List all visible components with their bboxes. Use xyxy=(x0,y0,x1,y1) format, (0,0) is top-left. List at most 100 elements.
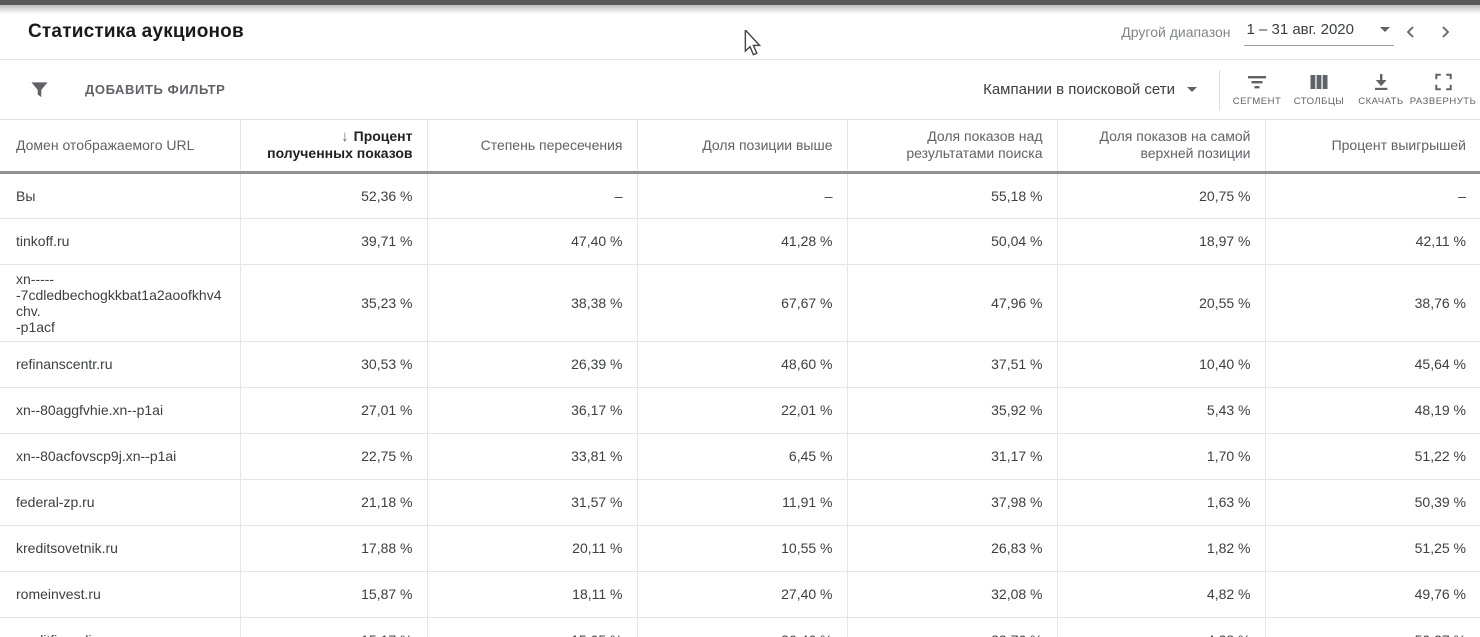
value-cell: 11,91 % xyxy=(636,478,847,525)
next-range-button[interactable] xyxy=(1428,15,1462,49)
value-cell: 47,40 % xyxy=(426,217,637,264)
domain-cell: xn--80acfovscp9j.xn--p1ai xyxy=(0,432,240,479)
value-cell: 10,55 % xyxy=(636,524,847,571)
value-cell: 27,40 % xyxy=(636,570,847,617)
value-cell: 27,01 % xyxy=(239,386,427,433)
value-cell: 55,18 % xyxy=(846,172,1057,218)
value-cell: 17,88 % xyxy=(239,524,427,571)
value-cell: 1,63 % xyxy=(1056,478,1265,525)
table-header-row: Домен отображаемого URL ↓ Процент получен… xyxy=(0,120,1480,172)
value-cell: 22,01 % xyxy=(636,386,847,433)
column-header-outranking-share[interactable]: Процент выигрышей xyxy=(1264,120,1480,172)
value-cell: 50,27 % xyxy=(1264,616,1480,637)
value-cell: 26,39 % xyxy=(426,340,637,387)
table-row: xn--80acfovscp9j.xn--p1ai 22,75 % 33,81 … xyxy=(0,432,1480,479)
auction-insights-table: Домен отображаемого URL ↓ Процент получен… xyxy=(0,120,1480,637)
table-row: romeinvest.ru 15,87 % 18,11 % 27,40 % 32… xyxy=(0,570,1480,617)
columns-button[interactable]: СТОЛБЦЫ xyxy=(1288,64,1350,116)
value-cell: – xyxy=(636,172,847,218)
fullscreen-icon xyxy=(1434,73,1452,90)
value-cell: 38,76 % xyxy=(1264,263,1480,341)
campaign-type-selector[interactable]: Кампании в поисковой сети xyxy=(983,81,1197,98)
filter-toolbar: ДОБАВИТЬ ФИЛЬТР Кампании в поисковой сет… xyxy=(0,60,1480,120)
value-cell: 4,28 % xyxy=(1056,616,1265,637)
table-row: xn----- -7cdledbechogkkbat1a2aoofkhv4chv… xyxy=(0,263,1480,341)
table-row: tinkoff.ru 39,71 % 47,40 % 41,28 % 50,04… xyxy=(0,217,1480,264)
value-cell: 42,11 % xyxy=(1264,217,1480,264)
sort-descending-icon: ↓ xyxy=(341,128,349,146)
table-row: xn--80aggfvhie.xn--p1ai 27,01 % 36,17 % … xyxy=(0,386,1480,433)
caret-down-icon xyxy=(1380,26,1390,32)
column-header-overlap-rate[interactable]: Степень пересечения xyxy=(426,120,637,172)
columns-icon xyxy=(1310,74,1328,89)
page-header: Статистика аукционов Другой диапазон 1 –… xyxy=(0,5,1480,60)
filter-button[interactable] xyxy=(30,81,49,99)
value-cell: 45,64 % xyxy=(1264,340,1480,387)
download-icon xyxy=(1375,73,1388,90)
value-cell: 20,11 % xyxy=(426,524,637,571)
domain-cell: Вы xyxy=(16,187,36,204)
domain-cell: refinanscentr.ru xyxy=(0,340,240,387)
value-cell: 23,76 % xyxy=(846,616,1057,637)
value-cell: 26,83 % xyxy=(846,524,1057,571)
column-header-domain[interactable]: Домен отображаемого URL xyxy=(16,136,195,153)
value-cell: 37,51 % xyxy=(846,340,1057,387)
domain-cell: romeinvest.ru xyxy=(0,570,240,617)
value-cell: 38,38 % xyxy=(426,263,637,341)
value-cell: 51,22 % xyxy=(1264,432,1480,479)
value-cell: 49,76 % xyxy=(1264,570,1480,617)
value-cell: 50,39 % xyxy=(1264,478,1480,525)
value-cell: 67,67 % xyxy=(636,263,847,341)
value-cell: 30,53 % xyxy=(239,340,427,387)
table-row: kreditsovetnik.ru 17,88 % 20,11 % 10,55 … xyxy=(0,524,1480,571)
value-cell: 15,05 % xyxy=(426,616,637,637)
value-cell: 48,19 % xyxy=(1264,386,1480,433)
value-cell: 21,18 % xyxy=(239,478,427,525)
column-header-position-above-rate[interactable]: Доля позиции выше xyxy=(636,120,847,172)
add-filter-button[interactable]: ДОБАВИТЬ ФИЛЬТР xyxy=(85,82,226,97)
segment-button[interactable]: СЕГМЕНТ xyxy=(1226,64,1288,116)
table-row: creditfin-online.ru 15,17 % 15,05 % 26,4… xyxy=(0,616,1480,637)
value-cell: 22,75 % xyxy=(239,432,427,479)
value-cell: 48,60 % xyxy=(636,340,847,387)
value-cell: 41,28 % xyxy=(636,217,847,264)
table-row: refinanscentr.ru 30,53 % 26,39 % 48,60 %… xyxy=(0,340,1480,387)
chevron-right-icon xyxy=(1442,26,1450,38)
value-cell: 1,82 % xyxy=(1056,524,1265,571)
value-cell: 18,11 % xyxy=(426,570,637,617)
caret-down-icon xyxy=(1187,87,1197,92)
value-cell: 35,92 % xyxy=(846,386,1057,433)
date-range-value: 1 – 31 авг. 2020 xyxy=(1246,20,1354,38)
domain-cell: xn--80aggfvhie.xn--p1ai xyxy=(0,386,240,433)
value-cell: 50,04 % xyxy=(846,217,1057,264)
column-header-top-of-page-rate[interactable]: Доля показов над результатами поиска xyxy=(846,120,1057,172)
value-cell: 4,82 % xyxy=(1056,570,1265,617)
window-top-edge xyxy=(0,0,1480,5)
value-cell: 15,87 % xyxy=(239,570,427,617)
column-header-impression-share[interactable]: ↓ Процент полученных показов xyxy=(239,120,427,172)
columns-button-label: СТОЛБЦЫ xyxy=(1293,95,1345,107)
download-button[interactable]: СКАЧАТЬ xyxy=(1350,64,1412,116)
value-cell: 6,45 % xyxy=(636,432,847,479)
value-cell: 26,46 % xyxy=(636,616,847,637)
table-tools: Кампании в поисковой сети СЕГМЕНТ СТ xyxy=(983,60,1480,119)
date-range-label: Другой диапазон xyxy=(1121,24,1231,40)
domain-cell: xn----- -7cdledbechogkkbat1a2aoofkhv4chv… xyxy=(0,263,240,341)
domain-cell: kreditsovetnik.ru xyxy=(0,524,240,571)
previous-range-button[interactable] xyxy=(1394,15,1428,49)
table-row: Вы 52,36 % – – 55,18 % 20,75 % – xyxy=(0,172,1480,218)
segment-button-label: СЕГМЕНТ xyxy=(1232,95,1282,107)
expand-button[interactable]: РАЗВЕРНУТЬ xyxy=(1410,64,1476,116)
value-cell: 18,97 % xyxy=(1056,217,1265,264)
download-button-label: СКАЧАТЬ xyxy=(1358,95,1404,107)
page-title: Статистика аукционов xyxy=(28,21,244,42)
column-header-abs-top-of-page-rate[interactable]: Доля показов на самой верхней позиции xyxy=(1056,120,1265,172)
funnel-icon xyxy=(31,81,48,97)
value-cell: 31,57 % xyxy=(426,478,637,525)
value-cell: 10,40 % xyxy=(1056,340,1265,387)
value-cell: 32,08 % xyxy=(846,570,1057,617)
domain-cell: creditfin-online.ru xyxy=(0,616,240,637)
date-range-selector[interactable]: 1 – 31 авг. 2020 xyxy=(1244,19,1394,46)
value-cell: 20,55 % xyxy=(1056,263,1265,341)
